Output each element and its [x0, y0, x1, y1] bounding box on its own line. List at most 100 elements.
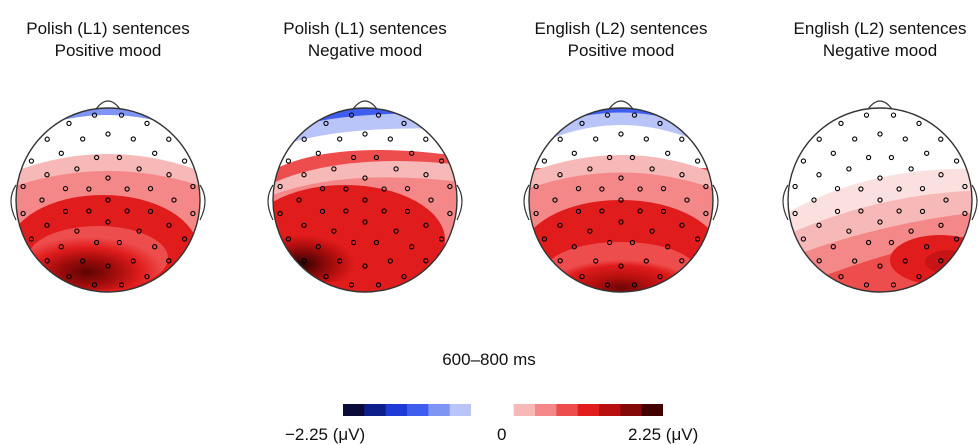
electrode-marker — [130, 136, 136, 142]
electrode-marker — [285, 158, 292, 164]
electrode-marker — [375, 112, 382, 118]
electrode-marker — [401, 273, 407, 280]
electrode-markers — [792, 112, 968, 288]
electrode-marker — [348, 282, 355, 288]
potential-map — [16, 108, 200, 292]
electrode-marker — [428, 197, 434, 203]
electrode-marker — [423, 136, 429, 142]
electrode-marker — [66, 273, 72, 280]
electrode-marker — [877, 175, 883, 181]
colorbar-segment — [407, 404, 429, 416]
electrode-marker — [315, 150, 321, 156]
electrode-marker — [643, 258, 649, 264]
electrode-marker — [343, 186, 349, 192]
electrode-marker — [943, 197, 949, 203]
electrode-marker — [381, 208, 387, 214]
electrode-marker — [362, 131, 368, 137]
electrode-marker — [631, 282, 638, 288]
scalp-topomap — [782, 100, 978, 293]
electrode-marker — [962, 210, 968, 217]
electrode-marker — [694, 158, 701, 164]
electrode-marker — [393, 228, 399, 234]
electrode-marker — [665, 150, 671, 156]
electrode-marker — [343, 208, 349, 214]
electrode-marker — [438, 158, 445, 164]
electrode-marker — [800, 158, 807, 164]
electrode-marker — [404, 208, 411, 215]
electrode-marker — [533, 183, 539, 190]
colorbar-segment — [641, 404, 663, 416]
electrode-marker — [800, 236, 807, 242]
electrode-marker — [62, 208, 69, 215]
electrode-marker — [679, 222, 685, 228]
electrode-marker — [91, 282, 98, 288]
electrode-marker — [541, 236, 548, 242]
colorbar-segment — [428, 404, 451, 416]
electrode-marker — [890, 112, 897, 118]
electrode-marker — [116, 154, 123, 161]
electrode-marker — [852, 136, 858, 142]
electrode-marker — [118, 112, 125, 118]
electrode-markers — [533, 112, 709, 288]
head-outline — [528, 107, 714, 293]
electrode-marker — [908, 166, 914, 172]
electrode-marker — [631, 112, 638, 118]
electrode-marker — [579, 120, 585, 127]
colorbar-segment — [364, 404, 387, 416]
electrode-marker — [557, 136, 563, 142]
right-ear-outline — [199, 184, 206, 221]
electrode-marker — [649, 166, 655, 172]
electrode-marker — [277, 210, 283, 217]
left-ear-outline — [523, 184, 530, 221]
electrode-marker — [938, 222, 944, 228]
electrode-marker — [938, 258, 944, 264]
electrode-marker — [337, 258, 343, 264]
head-outline — [272, 107, 458, 293]
electrode-marker — [166, 258, 172, 264]
electrode-marker — [44, 136, 50, 142]
scalp-topomap — [10, 100, 206, 293]
electrode-marker — [834, 185, 841, 192]
electrode-marker — [387, 258, 393, 264]
electrode-marker — [852, 258, 858, 264]
electrode-marker — [629, 154, 636, 161]
electrode-marker — [447, 183, 453, 190]
electrode-marker — [337, 136, 343, 142]
electrode-marker — [423, 222, 429, 228]
electrode-marker — [657, 273, 663, 280]
electrode-marker — [387, 136, 393, 142]
electrode-marker — [811, 197, 817, 203]
left-ear-outline — [267, 184, 274, 221]
topomap-panel-4: English (L2) sentences Negative mood — [760, 0, 978, 300]
electrode-marker — [301, 136, 307, 142]
electrode-marker — [877, 131, 883, 137]
panel-title-line1: English (L2) sentences — [534, 19, 708, 38]
electrode-marker — [618, 263, 624, 269]
electrode-marker — [44, 222, 50, 228]
panel-title-line1: Polish (L1) sentences — [283, 19, 447, 38]
electrode-marker — [105, 197, 111, 203]
electrode-marker — [105, 131, 111, 137]
electrode-marker — [606, 239, 613, 246]
electrode-marker — [657, 120, 663, 127]
colorbar — [343, 404, 663, 416]
electrode-marker — [147, 208, 154, 215]
colorbar-segment — [577, 404, 600, 416]
electrode-marker — [571, 150, 577, 156]
electrode-marker — [618, 175, 624, 181]
electrode-marker — [579, 273, 585, 280]
electrode-marker — [20, 183, 26, 190]
electrode-marker — [296, 197, 302, 203]
electrode-marker — [58, 244, 64, 250]
electrode-marker — [916, 273, 922, 280]
electrode-marker — [890, 282, 897, 288]
electrode-marker — [350, 239, 357, 246]
electrode-marker — [865, 154, 872, 161]
electrode-marker — [409, 244, 415, 250]
electrode-marker — [919, 208, 926, 215]
electrode-marker — [181, 236, 188, 242]
colorbar-segment — [449, 404, 472, 416]
electrode-marker — [902, 258, 908, 264]
electrode-marker — [375, 282, 382, 288]
electrode-marker — [877, 219, 883, 225]
